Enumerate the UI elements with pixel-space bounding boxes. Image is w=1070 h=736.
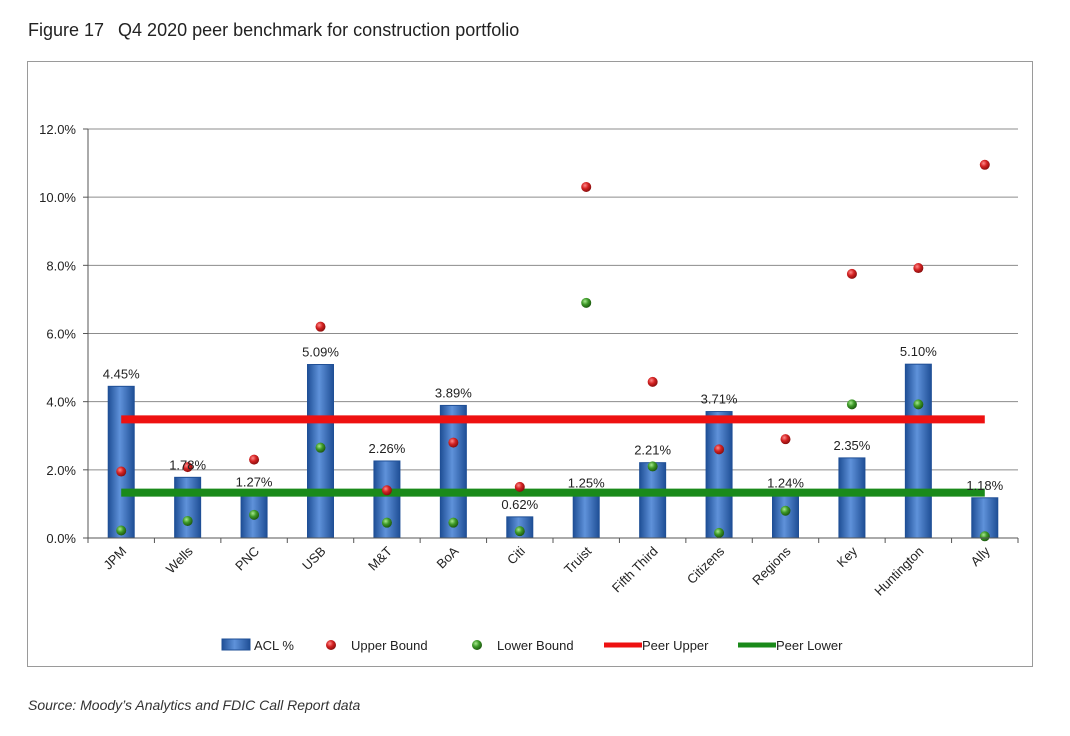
lower-bound-point xyxy=(647,461,658,472)
x-tick-label: Key xyxy=(834,543,861,570)
chart: 4.45% 1.78% 1.27% 5.09% 2.26% 3.89% 0.62% 1.25%… xyxy=(39,122,1019,653)
lower-bound-point xyxy=(448,517,459,528)
lower-bound-point xyxy=(381,517,392,528)
y-tick-label: 12.0% xyxy=(39,122,76,137)
figure-caption: Q4 2020 peer benchmark for construction … xyxy=(118,20,520,40)
legend-label-lower-bound: Lower Bound xyxy=(497,638,574,653)
source-note: Source: Moody’s Analytics and FDIC Call … xyxy=(28,697,361,713)
legend-label-peer-upper: Peer Upper xyxy=(642,638,709,653)
peer-lines xyxy=(121,415,985,497)
upper-bound-point xyxy=(116,466,127,477)
upper-bound-point xyxy=(979,159,990,170)
upper-bound-point xyxy=(846,268,857,279)
bar-value-label: 0.62% xyxy=(501,497,538,512)
lower-bound-point xyxy=(913,399,924,410)
y-tick-label: 10.0% xyxy=(39,190,76,205)
bar xyxy=(772,495,799,539)
upper-bound-point xyxy=(714,444,725,455)
x-tick-label: M&T xyxy=(365,543,395,573)
bar-value-label: 2.21% xyxy=(634,443,671,458)
x-tick-label: USB xyxy=(299,544,329,574)
upper-bound-point xyxy=(913,263,924,274)
bar-value-label: 1.24% xyxy=(767,476,804,491)
bar-value-label: 2.26% xyxy=(368,441,405,456)
bar-value-label: 5.10% xyxy=(900,344,937,359)
y-tick-label: 0.0% xyxy=(46,531,76,546)
x-tick-label: Regions xyxy=(749,543,794,588)
upper-bound-point xyxy=(448,437,459,448)
bar-value-label: 4.45% xyxy=(103,366,140,381)
upper-bound-point xyxy=(249,454,260,465)
x-tick-label: Citizens xyxy=(684,543,728,587)
x-tick-label: Ally xyxy=(967,543,993,569)
chart-frame: 4.45% 1.78% 1.27% 5.09% 2.26% 3.89% 0.62% 1.25%… xyxy=(27,61,1033,667)
bar-value-label: 1.25% xyxy=(568,475,605,490)
legend-label-acl: ACL % xyxy=(254,638,294,653)
y-tick-label: 4.0% xyxy=(46,395,76,410)
bar-value-label: 1.78% xyxy=(169,457,206,472)
upper-bound-point xyxy=(381,485,392,496)
x-tick-label: Citi xyxy=(504,543,528,567)
figure-title: Figure 17 Q4 2020 peer benchmark for cons… xyxy=(28,20,519,41)
bar-value-label: 2.35% xyxy=(833,438,870,453)
bar-value-label: 5.09% xyxy=(302,345,339,360)
bar xyxy=(174,476,202,539)
lower-bound-point xyxy=(249,509,260,520)
bar xyxy=(572,494,600,539)
bar xyxy=(439,404,467,539)
lower-bound-point xyxy=(780,505,791,516)
lower-bound-point xyxy=(846,399,857,410)
upper-bound-point xyxy=(514,481,525,492)
y-tick-label: 6.0% xyxy=(46,327,76,342)
lower-bound-point xyxy=(116,525,127,536)
x-tick-label: Truist xyxy=(561,543,595,577)
legend-swatch-upper-bound xyxy=(326,640,336,650)
upper-bound-point xyxy=(647,376,658,387)
grid xyxy=(88,128,1018,539)
x-tick-label: JPM xyxy=(100,544,129,573)
x-tick-label: Fifth Third xyxy=(609,544,661,596)
x-tick-label: Wells xyxy=(163,543,196,576)
bar-value-label: 1.18% xyxy=(966,478,1003,493)
lower-bound-point xyxy=(979,531,990,542)
legend-swatch-lower-bound xyxy=(472,640,482,650)
bar xyxy=(705,411,733,539)
upper-bound-point xyxy=(780,434,791,445)
legend-label-peer-lower: Peer Lower xyxy=(776,638,843,653)
upper-bound-point xyxy=(581,181,592,192)
lower-bound-point xyxy=(182,515,193,526)
y-tick-label: 8.0% xyxy=(46,258,76,273)
bar-value-label: 3.89% xyxy=(435,385,472,400)
bound-points xyxy=(116,159,990,542)
bar-value-label: 1.27% xyxy=(236,475,273,490)
lower-bound-point xyxy=(581,297,592,308)
bar xyxy=(107,385,135,539)
data-labels: 4.45% 1.78% 1.27% 5.09% 2.26% 3.89% 0.62% 1.25%… xyxy=(103,344,1004,512)
bars xyxy=(107,363,999,539)
upper-bound-point xyxy=(315,321,326,332)
x-tick-label: BoA xyxy=(433,543,461,571)
bar xyxy=(904,363,932,539)
bar xyxy=(838,457,866,539)
bar-value-label: 3.71% xyxy=(701,392,738,407)
lower-bound-point xyxy=(315,442,326,453)
lower-bound-point xyxy=(714,527,725,538)
legend-label-upper-bound: Upper Bound xyxy=(351,638,428,653)
y-tick-label: 2.0% xyxy=(46,463,76,478)
x-tick-label: PNC xyxy=(232,544,262,574)
bar xyxy=(639,462,667,539)
lower-bound-point xyxy=(514,526,525,537)
legend-swatch-acl xyxy=(221,638,251,651)
x-tick-label: Huntington xyxy=(871,544,926,599)
legend: ACL % Upper Bound Lower Bound Peer Upper Pee… xyxy=(221,638,843,653)
figure-number: Figure 17 xyxy=(28,20,105,40)
upper-bound-point xyxy=(182,462,193,473)
